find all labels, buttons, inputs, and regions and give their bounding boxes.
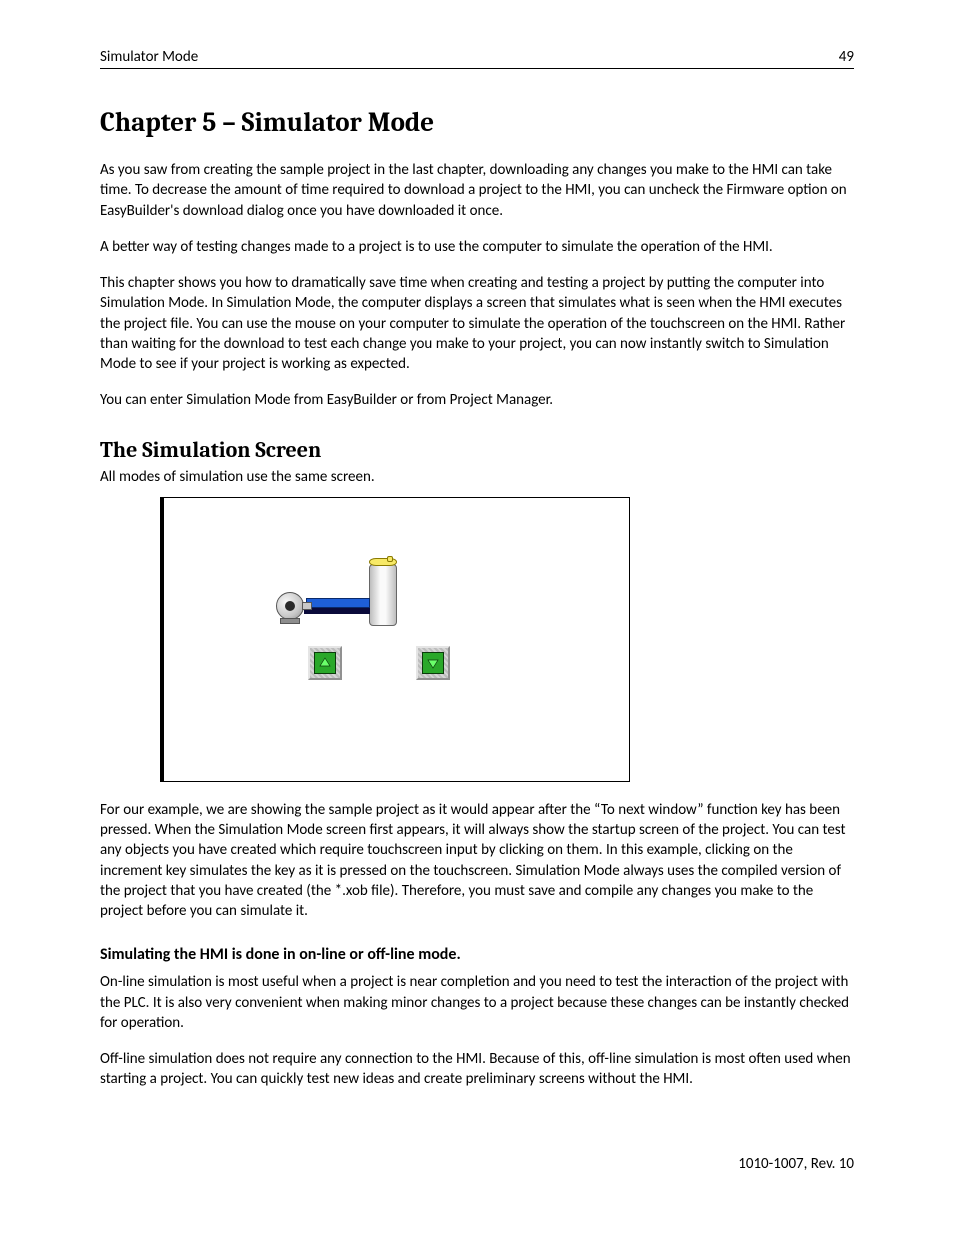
simulation-figure xyxy=(160,497,854,782)
pump-center xyxy=(285,601,295,611)
tank-spout xyxy=(387,556,393,562)
example-paragraph: For our example, we are showing the samp… xyxy=(100,800,854,922)
increment-down-button[interactable] xyxy=(416,646,450,680)
section-intro: All modes of simulation use the same scr… xyxy=(100,467,854,487)
up-arrow-icon xyxy=(314,652,336,674)
section-title-simulation-screen: The Simulation Screen xyxy=(100,437,854,463)
intro-paragraph-3: This chapter shows you how to dramatical… xyxy=(100,273,854,374)
offline-mode-paragraph: Off-line simulation does not require any… xyxy=(100,1049,854,1090)
tank-graphic xyxy=(369,558,397,626)
tank-body xyxy=(369,564,397,626)
page-content: Simulator Mode 49 Chapter 5 – Simulator … xyxy=(0,0,954,1090)
intro-paragraph-1: As you saw from creating the sample proj… xyxy=(100,160,854,221)
online-mode-paragraph: On-line simulation is most useful when a… xyxy=(100,972,854,1033)
pump-graphic xyxy=(276,592,310,626)
header-page-number: 49 xyxy=(839,48,854,66)
subsection-title-modes: Simulating the HMI is done in on-line or… xyxy=(100,945,854,964)
intro-paragraph-4: You can enter Simulation Mode from EasyB… xyxy=(100,390,854,410)
page-footer: 1010-1007, Rev. 10 xyxy=(738,1155,854,1173)
pump-base xyxy=(280,618,300,624)
page-header: Simulator Mode 49 xyxy=(100,48,854,69)
increment-up-button[interactable] xyxy=(308,646,342,680)
pipe-graphic xyxy=(306,598,370,608)
down-arrow-icon xyxy=(422,652,444,674)
intro-paragraph-2: A better way of testing changes made to … xyxy=(100,237,854,257)
pump-outlet xyxy=(302,602,312,610)
simulation-frame xyxy=(160,497,630,782)
chapter-title: Chapter 5 – Simulator Mode xyxy=(100,107,854,138)
header-section-title: Simulator Mode xyxy=(100,48,198,66)
pipe-shadow xyxy=(304,608,370,614)
